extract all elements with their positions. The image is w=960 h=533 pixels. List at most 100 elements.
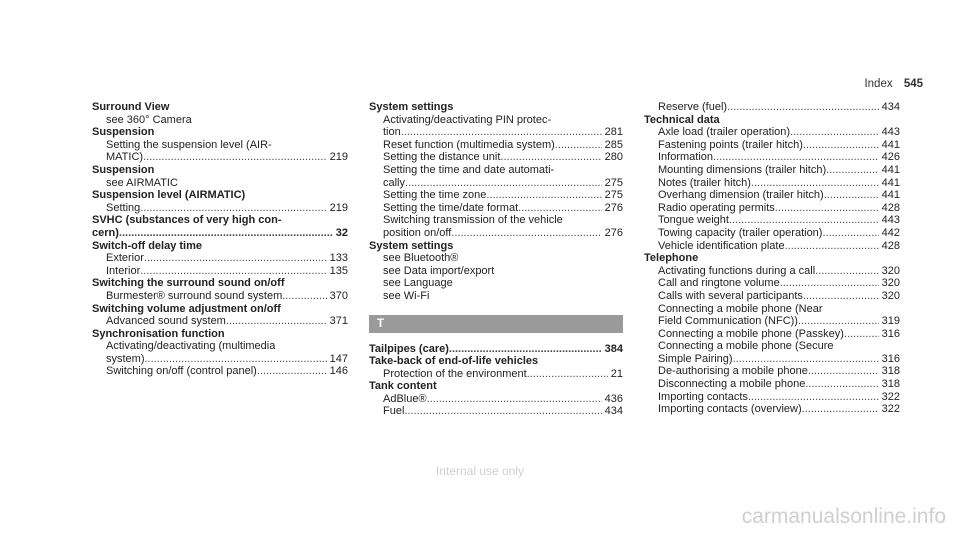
entry-label: Setting the distance unit — [383, 151, 501, 164]
page-reference[interactable]: 428 — [881, 239, 900, 252]
page-reference[interactable]: 441 — [881, 138, 900, 151]
page-reference[interactable]: 322 — [881, 390, 900, 403]
index-entry[interactable]: cally 275 — [369, 177, 623, 190]
page-reference[interactable]: 426 — [881, 151, 900, 164]
index-entry[interactable]: Information 426 — [644, 151, 900, 164]
index-entry[interactable]: Interior 135 — [92, 265, 348, 278]
index-entry[interactable]: Setting the time/date format 276 — [369, 202, 623, 215]
index-entry[interactable]: Overhang dimension (trailer hitch) 441 — [644, 189, 900, 202]
index-entry[interactable]: Field Communication (NFC)) 319 — [644, 315, 900, 328]
page-reference[interactable]: 147 — [329, 352, 348, 365]
index-entry[interactable]: Towing capacity (trailer operation) 442 — [644, 227, 900, 240]
index-entry[interactable]: Setting 219 — [92, 202, 348, 215]
index-heading: Suspension — [92, 163, 155, 176]
index-entry[interactable]: Call and ringtone volume 320 — [644, 277, 900, 290]
index-heading: Synchronisation function — [92, 327, 225, 340]
index-entry[interactable]: tion 281 — [369, 126, 623, 139]
index-subentry: Activating/deactivating PIN protec- — [383, 113, 552, 126]
dot-leader — [451, 227, 601, 240]
page-reference[interactable]: 285 — [604, 138, 623, 151]
page-reference[interactable]: 135 — [329, 264, 348, 277]
index-entry[interactable]: MATIC) 219 — [92, 151, 348, 164]
entry-label: Advanced sound system — [106, 315, 226, 328]
page-reference[interactable]: 322 — [881, 403, 900, 416]
index-entry[interactable]: position on/off 276 — [369, 227, 623, 240]
index-entry[interactable]: Advanced sound system 371 — [92, 315, 348, 328]
page-reference[interactable]: 442 — [881, 226, 900, 239]
index-subentry: see Data import/export — [383, 264, 495, 277]
dot-leader — [802, 403, 879, 416]
index-heading-entry[interactable]: cern) 32 — [92, 227, 348, 240]
index-entry[interactable]: Importing contacts (overview) 322 — [644, 403, 900, 416]
page-reference[interactable]: 434 — [604, 405, 623, 418]
index-entry[interactable]: Connecting a mobile phone (Passkey) 316 — [644, 328, 900, 341]
index-entry[interactable]: Activating functions during a call 320 — [644, 265, 900, 278]
page-reference[interactable]: 443 — [881, 214, 900, 227]
page-reference[interactable]: 371 — [329, 315, 348, 328]
page-reference[interactable]: 443 — [881, 126, 900, 139]
page-reference[interactable]: 318 — [881, 365, 900, 378]
page-reference[interactable]: 428 — [881, 201, 900, 214]
page-reference[interactable]: 21 — [610, 367, 623, 380]
dot-leader — [555, 139, 602, 152]
page-reference[interactable]: 319 — [881, 315, 900, 328]
page-reference[interactable]: 146 — [329, 365, 348, 378]
dot-leader — [119, 227, 333, 240]
page-reference[interactable]: 434 — [881, 101, 900, 113]
index-entry[interactable]: Fastening points (trailer hitch) 441 — [644, 139, 900, 152]
dot-leader — [145, 353, 327, 366]
page-reference[interactable]: 318 — [881, 378, 900, 391]
page-reference[interactable]: 32 — [335, 226, 348, 239]
index-entry[interactable]: Simple Pairing) 316 — [644, 353, 900, 366]
page-reference[interactable]: 281 — [604, 126, 623, 139]
index-entry[interactable]: Exterior 133 — [92, 252, 348, 265]
index-entry[interactable]: Mounting dimensions (trailer hitch) 441 — [644, 164, 900, 177]
index-heading: Technical data — [644, 113, 720, 126]
page-reference[interactable]: 436 — [604, 392, 623, 405]
page-reference[interactable]: 441 — [881, 189, 900, 202]
entry-label: De-authorising a mobile phone — [658, 365, 808, 378]
dot-leader — [733, 353, 879, 366]
page-reference[interactable]: 370 — [329, 289, 348, 302]
page-reference[interactable]: 280 — [604, 151, 623, 164]
index-entry[interactable]: Reset function (multimedia system) 285 — [369, 139, 623, 152]
page-reference[interactable]: 275 — [604, 176, 623, 189]
index-entry[interactable]: Setting the distance unit 280 — [369, 151, 623, 164]
page-reference[interactable]: 441 — [881, 176, 900, 189]
entry-label: Mounting dimensions (trailer hitch) — [658, 163, 827, 176]
page-reference[interactable]: 441 — [881, 163, 900, 176]
index-entry[interactable]: De-authorising a mobile phone 318 — [644, 365, 900, 378]
index-entry[interactable]: AdBlue® 436 — [369, 393, 623, 406]
index-entry[interactable]: Switching on/off (control panel) 146 — [92, 365, 348, 378]
dot-leader — [785, 240, 879, 253]
index-entry[interactable]: Calls with several participants 320 — [644, 290, 900, 303]
index-entry[interactable]: Notes (trailer hitch) 441 — [644, 177, 900, 190]
page-reference[interactable]: 219 — [329, 201, 348, 214]
page-reference[interactable]: 316 — [881, 352, 900, 365]
index-entry[interactable]: Fuel 434 — [369, 405, 623, 418]
page-reference[interactable]: 320 — [881, 277, 900, 290]
index-entry[interactable]: system) 147 — [92, 353, 348, 366]
page-reference[interactable]: 316 — [881, 327, 900, 340]
index-entry[interactable]: Vehicle identification plate 428 — [644, 240, 900, 253]
index-entry[interactable]: Protection of the environment 21 — [369, 368, 623, 381]
index-entry[interactable]: Importing contacts 322 — [644, 391, 900, 404]
entry-label: cally — [383, 176, 406, 189]
page-reference[interactable]: 275 — [604, 189, 623, 202]
index-entry[interactable]: Reserve (fuel) 434 — [644, 101, 900, 114]
page-reference[interactable]: 384 — [604, 342, 623, 355]
index-entry[interactable]: Axle load (trailer operation) 443 — [644, 126, 900, 139]
page-reference[interactable]: 276 — [604, 201, 623, 214]
page-reference[interactable]: 320 — [881, 264, 900, 277]
index-entry[interactable]: Setting the time zone 275 — [369, 189, 623, 202]
index-heading-entry[interactable]: Tailpipes (care) 384 — [369, 343, 623, 356]
page-reference[interactable]: 276 — [604, 226, 623, 239]
page-reference[interactable]: 219 — [329, 151, 348, 164]
index-entry[interactable]: Disconnecting a mobile phone 318 — [644, 378, 900, 391]
index-entry[interactable]: Tongue weight 443 — [644, 214, 900, 227]
index-entry[interactable]: Radio operating permits 428 — [644, 202, 900, 215]
page-reference[interactable]: 133 — [329, 252, 348, 265]
page-reference[interactable]: 320 — [881, 289, 900, 302]
index-entry[interactable]: Burmester® surround sound system 370 — [92, 290, 348, 303]
watermark: Internal use only — [435, 464, 525, 478]
